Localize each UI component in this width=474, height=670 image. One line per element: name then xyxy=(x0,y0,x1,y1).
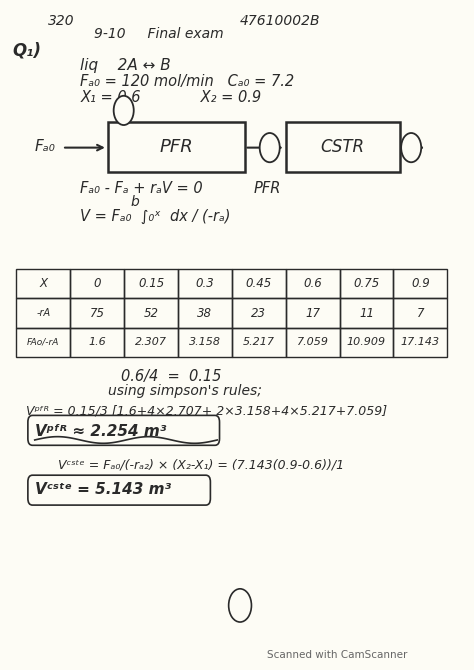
Text: 0.3: 0.3 xyxy=(196,277,214,290)
Text: 0.45: 0.45 xyxy=(246,277,272,290)
Text: liq    2A ↔ B: liq 2A ↔ B xyxy=(81,58,171,74)
Text: 320: 320 xyxy=(48,14,75,28)
Bar xyxy=(178,269,232,298)
Bar xyxy=(70,269,124,298)
Text: 0.9: 0.9 xyxy=(411,277,429,290)
Text: 0: 0 xyxy=(120,105,127,115)
Text: 0.6/4  =  0.15: 0.6/4 = 0.15 xyxy=(121,369,222,384)
Text: 11: 11 xyxy=(359,307,374,320)
Text: Vᶜˢᵗᵉ = Fₐ₀/(-rₐ₂) × (X₂-X₁) = (7.143(0.9-0.6))/1: Vᶜˢᵗᵉ = Fₐ₀/(-rₐ₂) × (X₂-X₁) = (7.143(0.… xyxy=(57,458,344,471)
Text: 5.217: 5.217 xyxy=(243,337,275,347)
Bar xyxy=(108,123,245,172)
Text: 0.15: 0.15 xyxy=(138,277,164,290)
Text: Q₁): Q₁) xyxy=(12,42,41,60)
Text: 0.6: 0.6 xyxy=(303,277,322,290)
Text: 10.909: 10.909 xyxy=(347,337,386,347)
Text: X₁ = 0.6             X₂ = 0.9: X₁ = 0.6 X₂ = 0.9 xyxy=(81,90,262,105)
Bar xyxy=(178,298,232,328)
Text: 9-10     Final exam: 9-10 Final exam xyxy=(94,27,224,41)
Text: 2: 2 xyxy=(408,143,415,153)
Text: 75: 75 xyxy=(90,307,105,320)
Bar xyxy=(232,269,286,298)
Circle shape xyxy=(401,133,421,162)
Bar xyxy=(124,298,178,328)
Text: b: b xyxy=(130,195,139,209)
Bar xyxy=(393,269,447,298)
Bar xyxy=(339,269,393,298)
Text: 1: 1 xyxy=(236,599,244,612)
Bar xyxy=(70,298,124,328)
Text: Vᵖᶠᴿ ≈ 2.254 m³: Vᵖᶠᴿ ≈ 2.254 m³ xyxy=(35,424,166,439)
Text: 38: 38 xyxy=(197,307,212,320)
Text: 1: 1 xyxy=(266,143,273,153)
Text: 17.143: 17.143 xyxy=(401,337,440,347)
Text: 3.158: 3.158 xyxy=(189,337,221,347)
Bar xyxy=(393,328,447,357)
Text: 2.307: 2.307 xyxy=(135,337,167,347)
Text: Vᶜˢᵗᵉ = 5.143 m³: Vᶜˢᵗᵉ = 5.143 m³ xyxy=(35,482,171,497)
Text: Scanned with CamScanner: Scanned with CamScanner xyxy=(267,651,408,660)
Text: Fₐ₀ = 120 mol/min   Cₐ₀ = 7.2: Fₐ₀ = 120 mol/min Cₐ₀ = 7.2 xyxy=(81,74,294,89)
Circle shape xyxy=(228,589,252,622)
Text: 23: 23 xyxy=(251,307,266,320)
Text: PFR: PFR xyxy=(254,182,281,196)
Circle shape xyxy=(260,133,280,162)
Text: -rA: -rA xyxy=(36,308,50,318)
Text: FAo/-rA: FAo/-rA xyxy=(27,338,60,347)
Text: Fₐ₀ - Fₐ + rₐV = 0: Fₐ₀ - Fₐ + rₐV = 0 xyxy=(81,182,203,196)
Bar xyxy=(393,298,447,328)
Bar xyxy=(124,269,178,298)
Bar xyxy=(286,269,339,298)
Text: 0.75: 0.75 xyxy=(353,277,380,290)
Circle shape xyxy=(114,96,134,125)
Text: 7: 7 xyxy=(417,307,424,320)
Text: 1.6: 1.6 xyxy=(88,337,106,347)
Text: 47610002B: 47610002B xyxy=(240,14,320,28)
Text: X: X xyxy=(39,277,47,290)
Bar xyxy=(178,328,232,357)
Text: V = Fₐ₀  ∫₀ˣ  dx / (-rₐ): V = Fₐ₀ ∫₀ˣ dx / (-rₐ) xyxy=(81,209,231,224)
Text: CSTR: CSTR xyxy=(321,138,365,156)
Text: 52: 52 xyxy=(144,307,159,320)
Bar xyxy=(286,298,339,328)
Text: Fₐ₀: Fₐ₀ xyxy=(35,139,55,154)
Bar xyxy=(70,328,124,357)
Bar xyxy=(17,328,70,357)
Text: using simpson's rules;: using simpson's rules; xyxy=(108,385,262,399)
Text: 7.059: 7.059 xyxy=(297,337,328,347)
Text: 0: 0 xyxy=(93,277,101,290)
Text: Vᵖᶠᴿ = 0.15/3 [1.6+4×2.707+ 2×3.158+4×5.217+7.059]: Vᵖᶠᴿ = 0.15/3 [1.6+4×2.707+ 2×3.158+4×5.… xyxy=(26,405,387,418)
Bar xyxy=(286,123,400,172)
Text: PFR: PFR xyxy=(159,138,193,156)
Text: 17: 17 xyxy=(305,307,320,320)
Bar xyxy=(339,328,393,357)
Bar xyxy=(339,298,393,328)
Bar xyxy=(124,328,178,357)
Bar xyxy=(17,298,70,328)
Bar xyxy=(286,328,339,357)
Bar xyxy=(232,298,286,328)
Bar xyxy=(17,269,70,298)
Bar xyxy=(232,328,286,357)
